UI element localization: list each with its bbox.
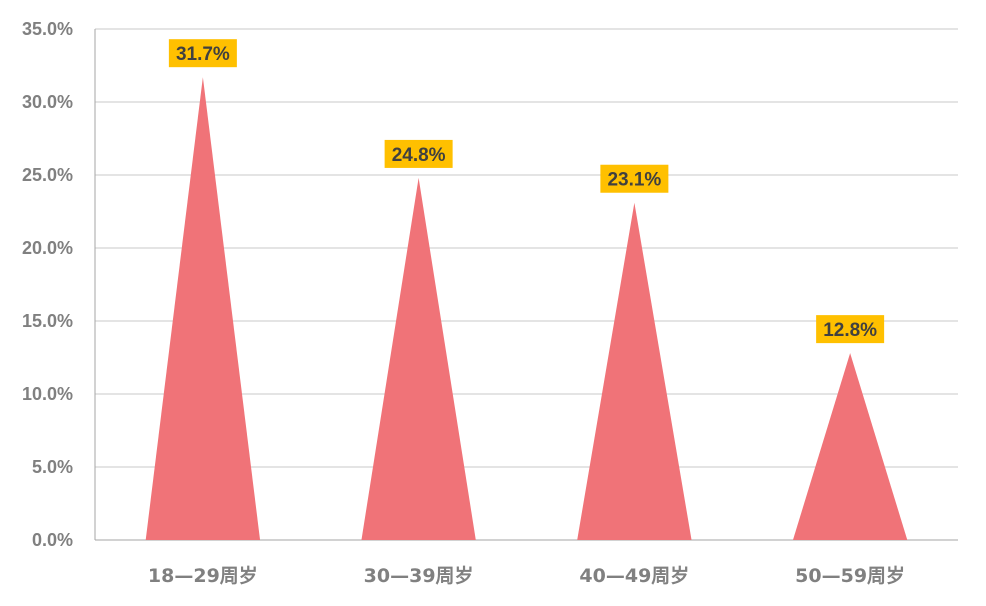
data-label-text: 12.8% [823,320,877,341]
y-tick-label: 35.0% [22,19,73,39]
y-tick-label: 30.0% [22,92,73,112]
y-tick-label: 20.0% [22,238,73,258]
data-label-background [384,139,453,168]
y-tick-label: 0.0% [32,530,73,550]
y-tick-label: 15.0% [22,311,73,331]
x-tick-label: 18—29周岁 [148,564,258,587]
bars [145,77,908,541]
data-label: 31.7% [168,39,237,68]
bar [361,177,476,541]
data-label-background [816,315,885,344]
x-tick-label: 30—39周岁 [364,564,474,587]
y-tick-label: 10.0% [22,384,73,404]
data-label-background [168,39,237,68]
data-label-background [600,164,669,193]
data-label-text: 23.1% [607,170,661,191]
data-label-text: 31.7% [176,44,230,65]
axes: 0.0% 5.0% 10.0% 15.0% 20.0% 25.0% 30.0% 35.0% 18… [22,19,958,587]
bar [792,353,908,540]
x-tick-label: 40—49周岁 [579,564,689,587]
data-label: 24.8% [384,139,453,168]
data-label: 23.1% [600,164,669,193]
x-tick-label: 50—59周岁 [795,564,905,587]
bar [577,202,692,541]
data-labels: 31.7% 24.8% 23.1% 12.8% [168,39,885,344]
bar [145,77,261,541]
y-tick-label: 25.0% [22,165,73,185]
data-label-text: 24.8% [392,145,446,166]
y-tick-label: 5.0% [32,457,73,477]
data-label: 12.8% [816,315,885,344]
